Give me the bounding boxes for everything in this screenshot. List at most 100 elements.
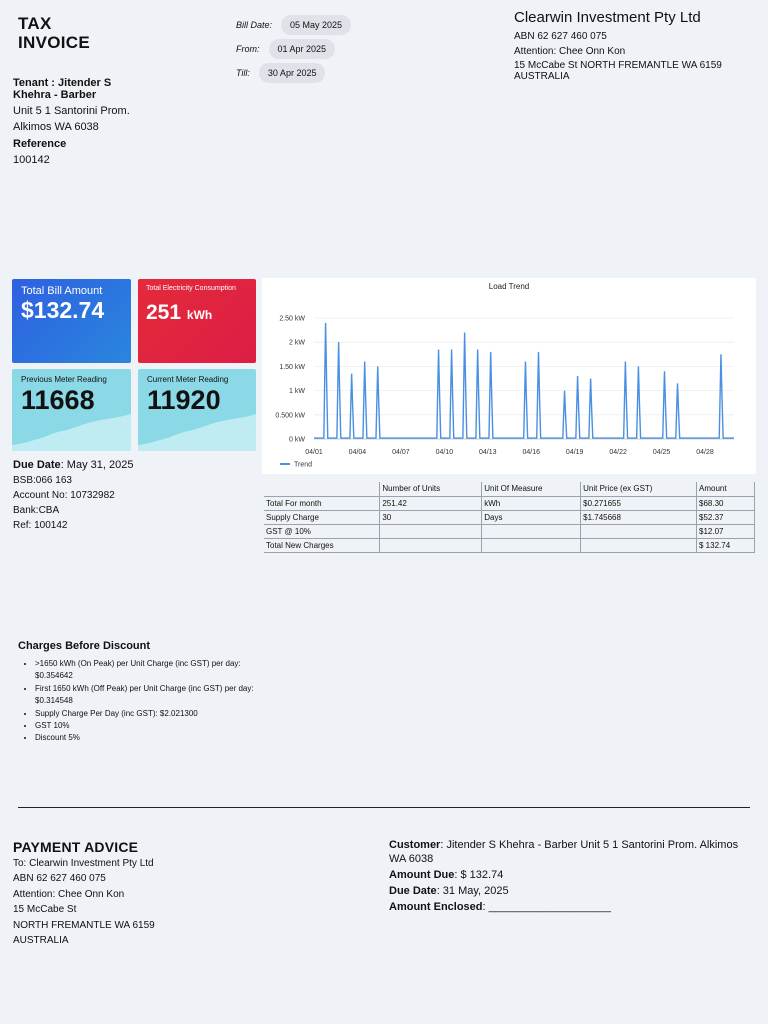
table-cell xyxy=(580,523,697,539)
amount-enclosed-line: Amount Enclosed: ____________________ xyxy=(389,900,749,914)
customer-line: Customer: Jitender S Khehra - Barber Uni… xyxy=(389,838,749,866)
y-tick-label: 1.50 kW xyxy=(279,364,305,371)
payment-to: To: Clearwin Investment Pty Ltd xyxy=(13,858,154,869)
load-trend-svg: Load Trend 0 kW 0.500 kW 1 kW 1.50 kW 2 kW 2.… xyxy=(275,282,734,469)
y-tick-label: 2 kW xyxy=(289,340,305,347)
total-bill-label: Total Bill Amount xyxy=(21,285,103,297)
payment-advice: PAYMENT ADVICE To: Clearwin Investment P… xyxy=(13,838,155,948)
reference-label: Reference xyxy=(13,138,67,150)
tenant-name-line1: Tenant : Jitender S xyxy=(13,77,112,89)
due-date-value: : May 31, 2025 xyxy=(60,459,134,471)
list-item: Supply Charge Per Day (inc GST): $2.0213… xyxy=(35,708,258,720)
table-cell xyxy=(580,537,697,553)
table-cell: Total For month xyxy=(264,495,381,511)
table-cell: kWh xyxy=(481,495,582,511)
x-tick-label: 04/04 xyxy=(349,449,367,456)
customer-due-date-label: Due Date xyxy=(389,885,437,897)
tenant-info: Tenant : Jitender S Khehra - Barber Unit… xyxy=(13,77,213,168)
x-tick-label: 04/07 xyxy=(392,449,410,456)
company-address-line2: AUSTRALIA xyxy=(514,71,570,82)
list-item: >1650 kWh (On Peak) per Unit Charge (inc… xyxy=(35,658,258,683)
y-tick-label: 0.500 kW xyxy=(275,412,305,419)
chart-title: Load Trend xyxy=(489,282,529,291)
divider xyxy=(18,807,750,808)
current-reading-label: Current Meter Reading xyxy=(147,375,229,384)
table-header-row: Number of Units Unit Of Measure Unit Pri… xyxy=(264,482,755,497)
x-tick-label: 04/19 xyxy=(566,449,584,456)
bsb: BSB:066 163 xyxy=(13,475,72,486)
table-header-units: Number of Units xyxy=(379,482,483,497)
till-date-label: Till: xyxy=(236,68,250,78)
current-reading-value: 11920 xyxy=(147,385,221,415)
bank: Bank:CBA xyxy=(13,505,60,516)
y-tick-label: 0 kW xyxy=(289,437,305,444)
charges-heading: Charges Before Discount xyxy=(18,640,151,652)
bill-date-pill: 05 May 2025 xyxy=(281,15,352,35)
payment-attention: Attention: Chee Onn Kon xyxy=(13,888,125,900)
list-item: GST 10% xyxy=(35,720,258,732)
bill-date-label: Bill Date: xyxy=(236,20,273,30)
current-reading-wave-icon xyxy=(138,414,256,451)
table-header-amount: Amount xyxy=(696,482,755,497)
title-line1: TAX xyxy=(18,14,52,33)
table-cell: Days xyxy=(481,509,582,525)
x-tick-label: 04/10 xyxy=(436,449,454,456)
due-date-line: Due Date: May 31, 2025 xyxy=(13,458,133,473)
payment-ref: Ref: 100142 xyxy=(13,520,68,531)
x-tick-label: 04/28 xyxy=(696,449,714,456)
previous-reading-label: Previous Meter Reading xyxy=(21,375,107,384)
customer-value: : Jitender S Khehra - Barber Unit 5 1 Sa… xyxy=(389,839,739,865)
series-line-trend xyxy=(314,322,734,439)
charges-before-discount: Charges Before Discount >1650 kWh (On Pe… xyxy=(18,640,258,745)
table-header-measure: Unit Of Measure xyxy=(481,482,582,497)
list-item: Discount 5% xyxy=(35,732,258,744)
customer-due-date-value: : 31 May, 2025 xyxy=(436,885,509,897)
total-bill-card: Total Bill Amount $132.74 xyxy=(12,279,131,363)
payment-country: AUSTRALIA xyxy=(13,935,69,947)
x-tick-label: 04/13 xyxy=(479,449,497,456)
customer-label: Customer xyxy=(389,839,441,851)
table-cell: $52.37 xyxy=(696,509,755,525)
previous-reading-wave-icon xyxy=(12,414,131,451)
table-cell xyxy=(379,537,483,553)
load-trend-chart: Load Trend 0 kW 0.500 kW 1 kW 1.50 kW 2 kW 2.… xyxy=(262,278,756,474)
table-header-price: Unit Price (ex GST) xyxy=(580,482,697,497)
table-cell xyxy=(379,523,483,539)
invoice-title: TAX INVOICE xyxy=(18,14,90,52)
payment-city: NORTH FREMANTLE WA 6159 xyxy=(13,919,155,931)
payment-abn: ABN 62 627 460 075 xyxy=(13,873,106,885)
amount-due-value: : $ 132.74 xyxy=(454,869,504,881)
tenant-address-line2: Alkimos WA 6038 xyxy=(13,121,99,133)
electricity-value-wrap: 251 kWh xyxy=(146,301,212,325)
table-row: GST @ 10% $12.07 xyxy=(264,523,755,539)
total-bill-value: $132.74 xyxy=(21,297,105,323)
due-info: Due Date: May 31, 2025 BSB:066 163 Accou… xyxy=(13,458,133,533)
till-date-pill: 30 Apr 2025 xyxy=(258,63,326,83)
table-cell: Supply Charge xyxy=(264,509,381,525)
table-cell: $0.271655 xyxy=(580,495,697,511)
table-cell: $1.745668 xyxy=(580,509,697,525)
company-name: Clearwin Investment Pty Ltd xyxy=(514,9,701,26)
bill-date-row: Bill Date: 05 May 2025 xyxy=(236,15,352,35)
till-date-row: Till: 30 Apr 2025 xyxy=(236,63,326,83)
amount-due-line: Amount Due: $ 132.74 xyxy=(389,868,749,882)
table-cell: 30 xyxy=(379,509,483,525)
y-tick-label: 2.50 kW xyxy=(279,316,305,323)
amount-enclosed-value: : ____________________ xyxy=(482,901,611,913)
company-address-line1: 15 McCabe St NORTH FREMANTLE WA 6159 xyxy=(514,60,722,71)
electricity-value: 251 xyxy=(146,301,182,324)
charges-list: >1650 kWh (On Peak) per Unit Charge (inc… xyxy=(18,658,258,745)
tenant-address-line1: Unit 5 1 Santorini Prom. xyxy=(13,105,130,117)
reference-value: 100142 xyxy=(13,154,50,166)
electricity-card: Total Electricity Consumption 251 kWh xyxy=(138,279,256,363)
chart-legend: Trend xyxy=(280,462,312,469)
company-abn: ABN 62 627 460 075 xyxy=(514,31,607,42)
table-row: Supply Charge 30 Days $1.745668 $52.37 xyxy=(264,509,755,525)
account-number: Account No: 10732982 xyxy=(13,490,115,501)
x-tick-label: 04/16 xyxy=(522,449,540,456)
y-tick-label: 1 kW xyxy=(289,388,305,395)
electricity-label: Total Electricity Consumption xyxy=(146,285,236,292)
title-line2: INVOICE xyxy=(18,33,91,52)
from-date-label: From: xyxy=(236,44,260,54)
due-date-label: Due Date xyxy=(13,459,61,471)
